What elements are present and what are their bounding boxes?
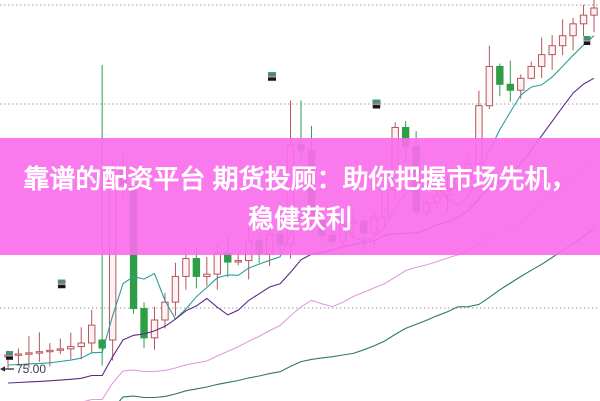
svg-text:75.00: 75.00 (16, 362, 46, 376)
